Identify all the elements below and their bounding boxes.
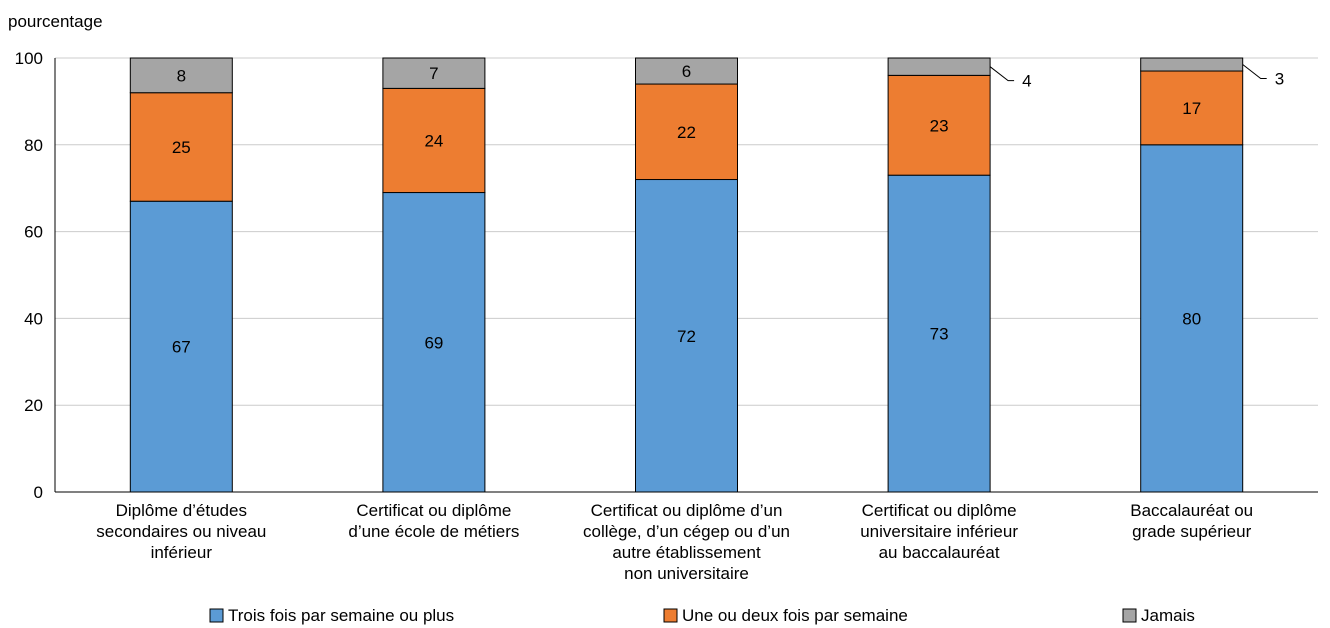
y-tick-label: 100 — [15, 49, 43, 68]
x-category-label: collège, d’un cégep ou d’un — [583, 522, 790, 541]
data-label: 22 — [677, 123, 696, 142]
data-label: 23 — [930, 116, 949, 135]
y-tick-label: 40 — [24, 309, 43, 328]
x-category-label: Certificat ou diplôme — [356, 501, 511, 520]
legend-label: Jamais — [1141, 606, 1195, 625]
x-category-label: secondaires ou niveau — [96, 522, 266, 541]
y-axis-title: pourcentage — [8, 12, 103, 31]
x-category-label: universitaire inférieur — [860, 522, 1018, 541]
bars: 67 25 8 69 24 7 72 22 6 73 23 4 80 17 3 — [129, 57, 1284, 493]
bar-segment — [129, 57, 233, 94]
legend-swatch — [1122, 608, 1137, 623]
legend: Trois fois par semaine ou plus Une ou deu… — [209, 606, 1195, 625]
y-tick-label: 80 — [24, 136, 43, 155]
bar-segment — [887, 57, 991, 76]
x-category-label: d’une école de métiers — [348, 522, 519, 541]
data-label: 3 — [1275, 70, 1284, 89]
data-label: 7 — [429, 64, 438, 83]
x-category-label: au baccalauréat — [879, 543, 1000, 562]
bar-segment — [635, 57, 738, 85]
x-category-label: Certificat ou diplôme d’un — [591, 501, 783, 520]
data-label: 73 — [930, 325, 949, 344]
legend-swatch — [663, 608, 678, 623]
bar-segment — [1140, 144, 1244, 493]
data-label: 6 — [682, 62, 691, 81]
y-axis-ticks: 0 20 40 60 80 100 — [15, 49, 43, 502]
data-label: 69 — [424, 333, 443, 352]
data-label: 25 — [172, 138, 191, 157]
y-tick-label: 60 — [24, 223, 43, 242]
data-label: 72 — [677, 327, 696, 346]
data-label: 17 — [1182, 99, 1201, 118]
y-tick-label: 0 — [34, 483, 43, 502]
bar-segment — [1140, 70, 1244, 146]
legend-label: Une ou deux fois par semaine — [682, 606, 908, 625]
bar-segment — [1140, 57, 1244, 72]
leader-line — [1242, 64, 1267, 80]
bar-segment — [382, 57, 486, 89]
data-label: 67 — [172, 338, 191, 357]
legend-label: Trois fois par semaine ou plus — [228, 606, 454, 625]
data-label: 24 — [424, 131, 443, 150]
data-label: 80 — [1182, 309, 1201, 328]
y-tick-label: 20 — [24, 396, 43, 415]
data-label: 4 — [1022, 72, 1031, 91]
x-axis: Diplôme d’études secondaires ou niveau inf… — [54, 58, 1318, 583]
x-category-label: grade supérieur — [1132, 522, 1251, 541]
legend-swatch — [209, 608, 224, 623]
x-category-label: Diplôme d’études — [116, 501, 247, 520]
bar-segment — [635, 83, 738, 181]
bar-segment — [887, 174, 991, 493]
bar-segment — [129, 92, 233, 202]
data-label: 8 — [177, 66, 186, 85]
x-category-label: inférieur — [151, 543, 213, 562]
x-category-label: Certificat ou diplôme — [862, 501, 1017, 520]
bar-segment — [635, 179, 738, 493]
x-category-label: autre établissement — [612, 543, 761, 562]
leader-line — [989, 66, 1015, 82]
x-category-label: non universitaire — [624, 564, 749, 583]
x-category-label: Baccalauréat ou — [1130, 501, 1253, 520]
bar-segment — [887, 74, 991, 176]
bar-segment — [129, 200, 233, 493]
